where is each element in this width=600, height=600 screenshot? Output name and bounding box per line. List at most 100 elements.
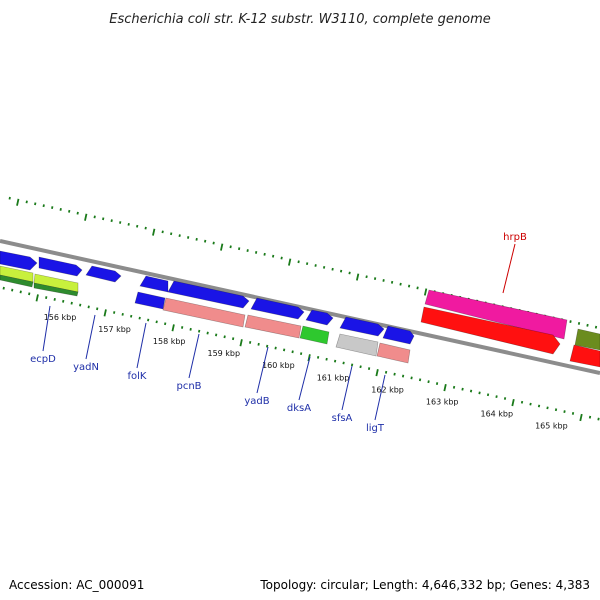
- inner-tick: [198, 329, 201, 333]
- inner-tick: [495, 395, 498, 399]
- outer-tick: [237, 247, 241, 251]
- inner-tick: [147, 318, 150, 322]
- gene-arrow[interactable]: [38, 256, 83, 277]
- inner-tick: [62, 299, 65, 303]
- inner-tick: [2, 286, 5, 290]
- inner-tick: [350, 363, 354, 367]
- inner-tick: [70, 301, 73, 305]
- inner-tick: [410, 376, 413, 380]
- outer-tick: [102, 217, 105, 221]
- outer-tick: [577, 322, 581, 325]
- inner-tick: [375, 369, 379, 377]
- kbp-tick-label: 161 kbp: [317, 373, 350, 382]
- outer-tick: [59, 208, 62, 211]
- gene-arrow[interactable]: [382, 325, 415, 345]
- gene-arrow[interactable]: [305, 309, 334, 326]
- inner-tick: [384, 370, 388, 374]
- gene-arrow[interactable]: [420, 306, 561, 355]
- outer-tick: [152, 228, 156, 236]
- outer-tick: [297, 260, 300, 264]
- inner-tick: [248, 341, 252, 344]
- gene-label-ligT[interactable]: ligT: [366, 423, 385, 434]
- inner-tick: [486, 393, 490, 397]
- gene-label-yadB[interactable]: yadB: [244, 396, 269, 407]
- inner-tick: [121, 312, 124, 316]
- kbp-tick-label: 162 kbp: [371, 385, 404, 394]
- inner-tick: [113, 311, 116, 314]
- inner-tick: [299, 352, 303, 356]
- inner-tick: [79, 303, 82, 307]
- gene-box[interactable]: [376, 342, 411, 364]
- inner-tick: [579, 413, 583, 422]
- outer-tick: [373, 277, 377, 281]
- outer-tick: [161, 230, 164, 234]
- outer-tick: [271, 254, 275, 258]
- gene-label-sfsA[interactable]: sfsA: [332, 413, 353, 424]
- inner-tick: [554, 408, 558, 412]
- outer-tick: [254, 251, 258, 254]
- inner-tick: [469, 389, 473, 393]
- inner-tick: [401, 374, 405, 378]
- inner-tick: [563, 410, 566, 414]
- outer-tick: [170, 232, 173, 236]
- gene-box[interactable]: [244, 314, 302, 339]
- outer-tick: [229, 245, 232, 249]
- inner-tick: [367, 367, 371, 371]
- gene-label-yadN[interactable]: yadN: [73, 362, 99, 373]
- outer-tick: [178, 234, 181, 238]
- outer-tick: [288, 258, 292, 266]
- inner-tick-ruler: [2, 286, 600, 422]
- outer-tick: [382, 279, 385, 282]
- gene-arrow[interactable]: [85, 265, 122, 283]
- gene-box[interactable]: [299, 325, 330, 345]
- gene-arrow-hrpB[interactable]: [424, 289, 568, 340]
- gene-label-folK[interactable]: folK: [128, 371, 147, 382]
- outer-tick: [263, 252, 266, 256]
- gene-arrow[interactable]: [574, 328, 600, 351]
- gene-label-hrpB[interactable]: hrpB: [503, 232, 527, 243]
- inner-tick: [537, 404, 541, 408]
- inner-tick: [325, 357, 328, 361]
- kbp-tick-label: 164 kbp: [480, 409, 513, 418]
- gene-arrow[interactable]: [0, 250, 38, 271]
- kbp-tick-label: 159 kbp: [207, 349, 240, 358]
- feature-track: [0, 250, 600, 368]
- inner-tick: [181, 326, 184, 329]
- gene-box[interactable]: [162, 297, 246, 328]
- outer-tick: [423, 288, 428, 296]
- gene-leader-line: [136, 322, 147, 369]
- outer-tick: [68, 209, 71, 213]
- gene-arrow[interactable]: [167, 280, 250, 309]
- gene-label-pcnB[interactable]: pcnB: [176, 381, 201, 392]
- gene-box[interactable]: [0, 274, 34, 288]
- inner-tick: [443, 384, 447, 392]
- gene-label-dksA[interactable]: dksA: [287, 403, 311, 414]
- outer-tick: [127, 222, 130, 226]
- gene-arrow[interactable]: [569, 344, 600, 368]
- outer-tick: [355, 273, 360, 281]
- gene-arrow[interactable]: [339, 316, 385, 337]
- inner-tick: [316, 355, 320, 359]
- gene-box[interactable]: [33, 282, 79, 297]
- gene-arrow[interactable]: [250, 297, 305, 320]
- inner-tick: [282, 348, 286, 352]
- inner-tick: [103, 309, 107, 317]
- outer-tick: [212, 241, 215, 245]
- outer-tick: [586, 323, 589, 327]
- inner-tick: [45, 296, 48, 299]
- inner-tick: [503, 397, 507, 400]
- outer-tick: [339, 269, 343, 273]
- inner-tick: [546, 406, 549, 410]
- inner-tick: [19, 290, 22, 294]
- kbp-tick-label: 165 kbp: [535, 421, 568, 430]
- outer-tick: [220, 243, 224, 251]
- kbp-labels: 156 kbp 157 kbp 158 kbp 159 kbp 160 kbp 161 k…: [44, 313, 568, 430]
- inner-tick: [333, 359, 337, 363]
- gene-box[interactable]: [134, 291, 166, 310]
- inner-tick: [155, 320, 158, 324]
- gene-label-ecpD[interactable]: ecpD: [30, 354, 56, 365]
- gene-box[interactable]: [335, 333, 379, 357]
- inner-tick: [418, 378, 422, 382]
- gene-leader-line: [341, 365, 353, 411]
